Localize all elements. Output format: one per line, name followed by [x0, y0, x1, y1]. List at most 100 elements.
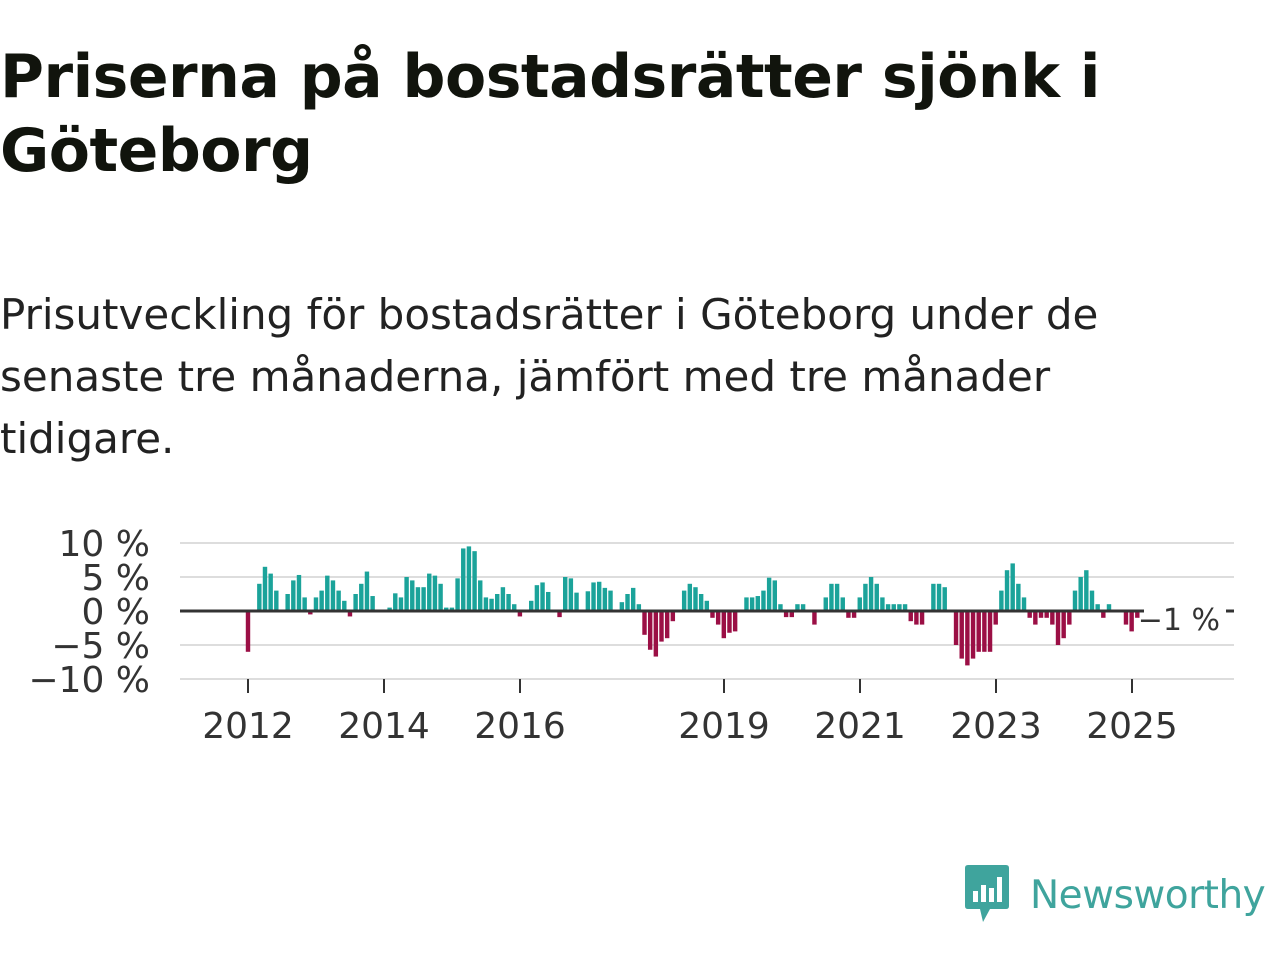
- bar: [710, 611, 715, 618]
- bar: [953, 611, 959, 645]
- x-tick-label: 2019: [678, 706, 770, 747]
- bar: [749, 597, 755, 611]
- bar: [993, 611, 998, 625]
- bar: [891, 604, 896, 611]
- bar: [308, 611, 313, 615]
- bar: [330, 580, 336, 611]
- bar: [982, 611, 987, 652]
- bar: [670, 611, 676, 622]
- bar: [1106, 604, 1112, 611]
- price-change-chart: 10 %5 %0 %−5 %−10 % 2012 2014 2016 2019 2021 2…: [28, 524, 1234, 747]
- bar: [1055, 611, 1061, 645]
- x-tick-label: 2023: [950, 706, 1042, 747]
- bar: [653, 611, 659, 657]
- bar: [1078, 577, 1083, 611]
- bar: [1135, 611, 1140, 618]
- bar: [1038, 611, 1044, 618]
- bar: [472, 551, 477, 611]
- bar: [608, 590, 613, 611]
- bar: [970, 611, 976, 659]
- bar: [715, 611, 721, 625]
- bar: [687, 583, 693, 611]
- bar: [1061, 611, 1066, 639]
- bar: [846, 611, 851, 618]
- bar: [914, 611, 919, 625]
- bar: [942, 587, 947, 611]
- bar: [319, 590, 324, 611]
- grid-lines: [180, 542, 1234, 680]
- bar: [732, 611, 738, 632]
- bar: [778, 604, 783, 611]
- x-tick-label: 2016: [474, 706, 566, 747]
- bar: [557, 611, 562, 618]
- bar: [415, 587, 421, 611]
- bar: [353, 594, 358, 611]
- x-tick-label: 2021: [814, 706, 906, 747]
- y-tick-label: 10 %: [59, 524, 150, 565]
- bar: [664, 611, 670, 639]
- last-value-label: −1 %: [1138, 603, 1220, 638]
- bar: [325, 575, 330, 611]
- bar: [789, 611, 794, 618]
- bar: [823, 597, 828, 611]
- x-tick-label: 2025: [1086, 706, 1178, 747]
- bar: [936, 583, 942, 611]
- bar: [1027, 611, 1032, 618]
- bar: [1089, 590, 1095, 611]
- bar: [262, 566, 268, 611]
- bar: [897, 604, 902, 611]
- bar: [863, 583, 868, 611]
- bar: [800, 604, 806, 611]
- bar: [432, 575, 438, 611]
- bar: [999, 590, 1004, 611]
- bar: [461, 548, 466, 611]
- bar: [563, 577, 568, 611]
- bar: [880, 597, 885, 611]
- bar: [387, 607, 392, 611]
- bar: [704, 600, 710, 611]
- y-tick-label: 5 %: [81, 558, 150, 599]
- bar: [1123, 611, 1129, 625]
- bar: [721, 611, 727, 639]
- bar: [336, 590, 341, 611]
- bar: [783, 611, 789, 618]
- y-tick-label: 0 %: [81, 592, 150, 633]
- bar: [987, 611, 993, 652]
- bar: [540, 582, 545, 611]
- bar: [840, 597, 845, 611]
- bar: [761, 590, 766, 611]
- bar: [902, 604, 908, 611]
- bar: [698, 594, 704, 611]
- axes: [180, 609, 1234, 693]
- bar: [874, 583, 879, 611]
- bar: [647, 611, 653, 650]
- bar: [1044, 611, 1049, 618]
- bar: [347, 611, 353, 617]
- bar: [478, 580, 483, 611]
- bar: [534, 585, 540, 611]
- bars: [245, 546, 1174, 666]
- bar: [812, 611, 817, 625]
- bar: [342, 600, 347, 611]
- bar: [1101, 611, 1106, 618]
- newsworthy-brand: Newsworthy: [962, 862, 1278, 928]
- bar: [636, 604, 642, 611]
- bar: [274, 590, 279, 611]
- labels: 10 %5 %0 %−5 %−10 % 2012 2014 2016 2019 2021 2…: [28, 524, 1226, 747]
- bar: [659, 611, 664, 642]
- bar: [1016, 583, 1021, 611]
- bar: [642, 611, 647, 635]
- bar: [1072, 590, 1078, 611]
- bar: [795, 604, 800, 611]
- bar: [681, 590, 687, 611]
- newsworthy-logo-icon: [965, 865, 1009, 922]
- chart-title: Priserna på bostadsrätter sjönk i Götebo…: [0, 42, 1100, 186]
- bar: [755, 596, 761, 611]
- y-tick-label: −5 %: [51, 626, 150, 667]
- bar: [885, 604, 891, 611]
- bar: [1084, 570, 1089, 611]
- bar: [449, 607, 455, 611]
- bar: [489, 598, 494, 611]
- bar: [285, 594, 290, 611]
- bar: [291, 580, 296, 611]
